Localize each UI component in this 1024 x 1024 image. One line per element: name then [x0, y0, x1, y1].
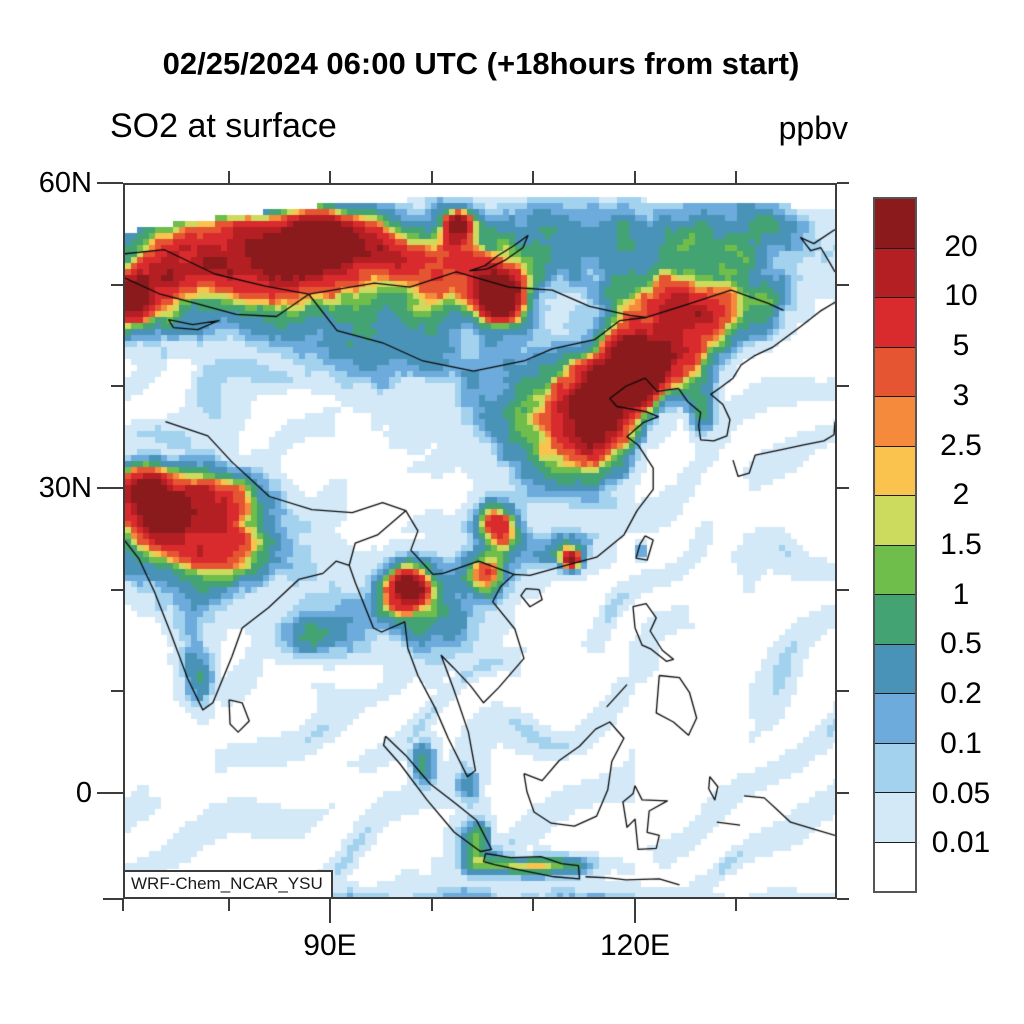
- colorbar-tick-label: 2: [952, 478, 970, 512]
- axis-tick: [532, 171, 535, 183]
- axis-tick: [111, 283, 123, 286]
- axis-tick: [111, 588, 123, 591]
- colorbar-segment: [875, 694, 915, 744]
- axis-tick: [837, 385, 849, 388]
- colorbar-segment: [875, 446, 915, 496]
- colorbar-segment: [875, 793, 915, 843]
- colorbar-tick-label: 20: [944, 229, 978, 263]
- colorbar-segment: [875, 248, 915, 298]
- axis-tick: [97, 792, 123, 794]
- x-axis-label-120e: 120E: [599, 929, 671, 962]
- colorbar-segment: [875, 496, 915, 546]
- colorbar-segment: [875, 298, 915, 348]
- axis-tick: [111, 385, 123, 388]
- axis-tick: [633, 899, 636, 923]
- colorbar-segment: [875, 397, 915, 447]
- axis-tick: [430, 899, 433, 911]
- colorbar: [873, 197, 917, 893]
- map-plot-area: WRF-Chem_NCAR_YSU: [123, 183, 837, 899]
- axis-tick: [735, 171, 738, 183]
- colorbar-tick-label: 1.5: [940, 528, 982, 561]
- colorbar-segment: [875, 199, 915, 249]
- colorbar-tick-label: 2.5: [940, 428, 982, 462]
- colorbar-segment: [875, 347, 915, 397]
- axis-tick: [430, 171, 433, 183]
- axis-tick: [227, 899, 230, 911]
- axis-tick: [837, 487, 849, 489]
- axis-tick: [103, 898, 123, 900]
- variable-subtitle: SO2 at surface: [110, 107, 337, 145]
- colorbar-tick-label: 0.5: [940, 627, 982, 661]
- colorbar-tick-label: 0.1: [940, 726, 982, 760]
- colorbar-tick-label: 3: [952, 378, 970, 412]
- axis-tick: [97, 182, 123, 184]
- colorbar-tick-label: 1: [952, 577, 970, 611]
- axis-tick: [735, 899, 738, 911]
- colorbar-segment: [875, 842, 915, 891]
- axis-tick: [837, 898, 849, 900]
- colorbar-segment: [875, 743, 915, 793]
- colorbar-tick-label: 0.05: [931, 776, 991, 810]
- colorbar-tick-label: 5: [952, 329, 970, 363]
- y-axis-label-0: 0: [75, 777, 92, 809]
- colorbar-tick-label: 10: [944, 279, 978, 313]
- y-axis-label-30n: 30N: [38, 472, 92, 504]
- axis-tick: [837, 182, 849, 184]
- y-axis-label-60n: 60N: [38, 167, 92, 199]
- axis-tick: [837, 283, 849, 286]
- colorbar-tick-label: 0.01: [931, 826, 991, 860]
- axis-tick: [329, 171, 331, 183]
- axis-tick: [633, 171, 636, 183]
- plot-title: 02/25/2024 06:00 UTC (+18hours from star…: [162, 46, 800, 81]
- axis-tick: [122, 899, 124, 911]
- x-axis-label-90e: 90E: [303, 929, 357, 962]
- axis-tick: [227, 171, 230, 183]
- axis-tick: [532, 899, 535, 911]
- so2-field-canvas: [125, 185, 835, 897]
- axis-tick: [97, 487, 123, 489]
- model-watermark: WRF-Chem_NCAR_YSU: [123, 870, 333, 899]
- colorbar-segment: [875, 595, 915, 645]
- axis-tick: [837, 792, 849, 794]
- axis-tick: [329, 899, 331, 923]
- axis-tick: [837, 690, 849, 693]
- units-label: ppbv: [778, 110, 848, 146]
- colorbar-segment: [875, 644, 915, 694]
- axis-tick: [111, 690, 123, 693]
- axis-tick: [837, 588, 849, 591]
- colorbar-segment: [875, 545, 915, 595]
- colorbar-tick-label: 0.2: [940, 677, 982, 711]
